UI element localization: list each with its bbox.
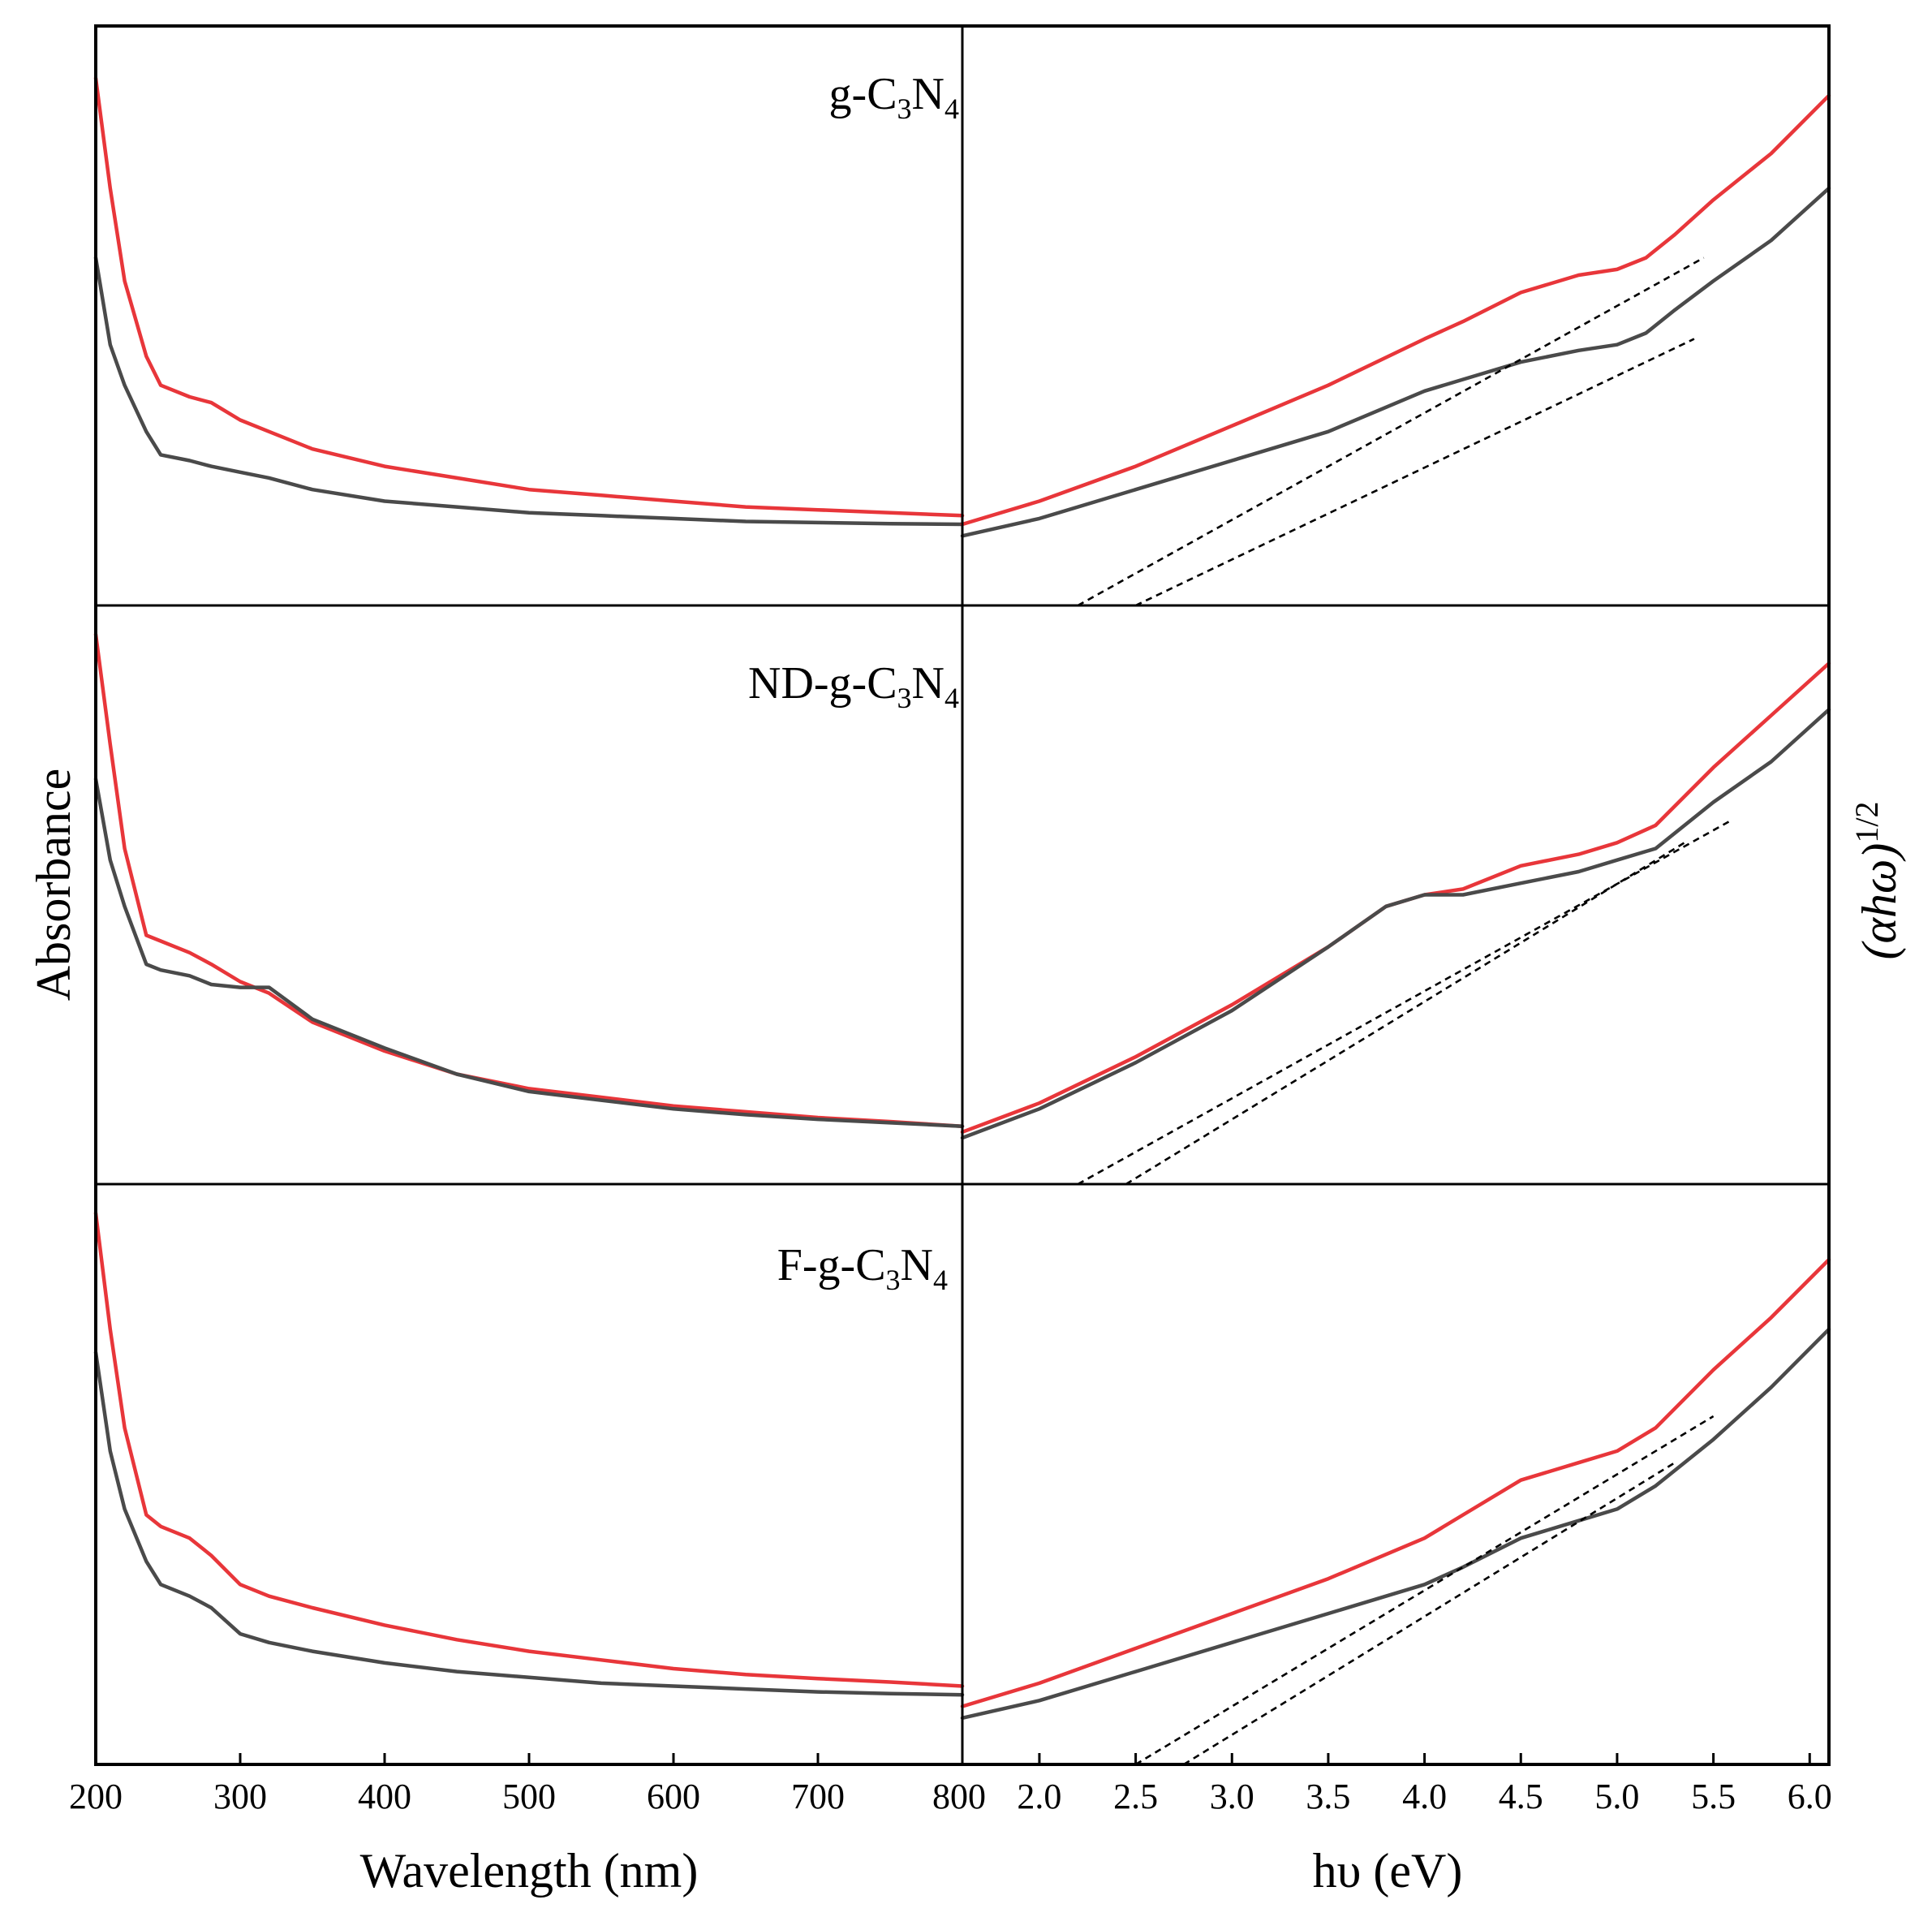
panel-label-sub2: 4	[944, 682, 959, 714]
panel-label-sub1: 3	[886, 1264, 901, 1296]
y-axis-right-label: (αhω)1/2	[1848, 802, 1906, 960]
right-x-tick-label: 3.5	[1306, 1777, 1350, 1816]
y-axis-left-label: Absorbance	[27, 769, 80, 1002]
tauc-line-black-panel-3	[960, 1327, 1831, 1721]
panel-label-mid: N	[901, 1240, 933, 1290]
panel-label-g-c3n4: g-C3N4	[829, 69, 959, 125]
right-x-tick-label: 3.0	[1210, 1777, 1254, 1816]
absorbance-line-black-panel-2	[93, 777, 965, 1128]
tauc-line-black-panel-1	[960, 186, 1831, 538]
panel-label-prefix: F-g-C	[777, 1240, 886, 1290]
tauc-line-red-panel-3	[960, 1257, 1831, 1708]
left-x-tick-label: 500	[502, 1777, 556, 1816]
tauc-fit-line-2-panel-1	[1135, 338, 1695, 607]
tauc-line-red-panel-2	[960, 661, 1831, 1135]
right-x-tick-label: 2.0	[1017, 1777, 1061, 1816]
absorbance-line-red-panel-3	[93, 1211, 965, 1688]
tick-layer: 200 300 400 500 600 700 800 2.0 2.5 3.0 3.5 4.0 4.5 5…	[69, 1753, 1832, 1816]
absorbance-line-black-panel-1	[93, 256, 965, 527]
left-x-tick-label: 600	[647, 1777, 700, 1816]
panel-label-mid: N	[912, 69, 944, 119]
right-x-tick-label: 4.5	[1499, 1777, 1543, 1816]
tauc-line-red-panel-1	[960, 93, 1831, 527]
absorbance-line-black-panel-3	[93, 1351, 965, 1697]
panel-label-prefix: g-C	[829, 69, 897, 119]
panel-label-prefix: ND-g-C	[748, 658, 897, 709]
absorbance-line-red-panel-2	[93, 632, 965, 1128]
tauc-fit-line-2-panel-2	[1125, 842, 1685, 1186]
panel-label-f-g-c3n4: F-g-C3N4	[777, 1240, 948, 1296]
tauc-fit-line-2-panel-3	[1183, 1462, 1676, 1766]
left-x-tick-label: 400	[358, 1777, 411, 1816]
panel-label-sub1: 3	[897, 93, 912, 125]
left-x-tick-label: 700	[791, 1777, 845, 1816]
tauc-line-black-panel-2	[960, 708, 1831, 1140]
left-x-tick-label: 300	[213, 1777, 267, 1816]
right-x-tick-label: 6.0	[1788, 1777, 1832, 1816]
left-x-tick-label: 800	[932, 1777, 986, 1816]
tauc-fit-line-1-panel-3	[1134, 1415, 1715, 1766]
panel-label-mid: N	[912, 658, 944, 709]
right-x-tick-label: 5.5	[1691, 1777, 1736, 1816]
left-x-tick-label: 200	[69, 1777, 123, 1816]
tauc-fit-line-1-panel-1	[1077, 256, 1705, 607]
panel-label-sub2: 4	[933, 1264, 948, 1296]
right-x-tick-label: 2.5	[1113, 1777, 1158, 1816]
y-axis-right-exponent: 1/2	[1848, 802, 1885, 843]
y-axis-right-base: (αhω)	[1852, 843, 1906, 960]
panel-label-sub2: 4	[944, 93, 959, 125]
panel-label-nd-g-c3n4: ND-g-C3N4	[748, 658, 959, 714]
right-x-tick-label: 4.0	[1402, 1777, 1447, 1816]
x-axis-right-label: hυ (eV)	[1313, 1844, 1463, 1898]
panel-label-sub1: 3	[897, 682, 912, 714]
x-axis-left-label: Wavelength (nm)	[360, 1844, 699, 1898]
right-x-tick-label: 5.0	[1594, 1777, 1639, 1816]
plot-layer	[93, 76, 1831, 1766]
absorbance-line-red-panel-1	[93, 76, 965, 518]
